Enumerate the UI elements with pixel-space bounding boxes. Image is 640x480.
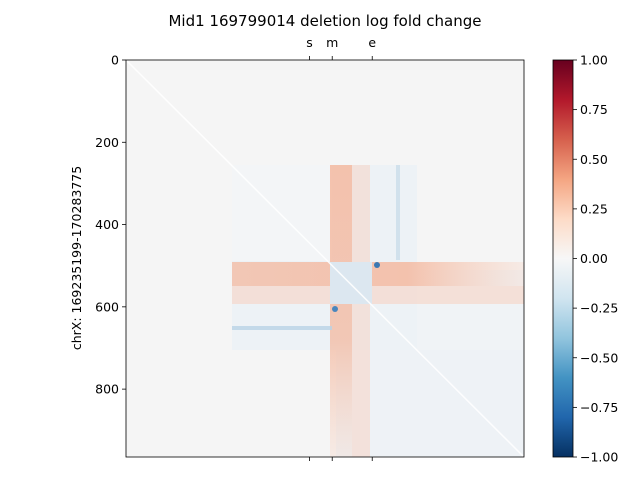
y-tick-label: 600 bbox=[95, 299, 119, 314]
y-tick-label: 400 bbox=[95, 217, 119, 232]
top-tick-label: e bbox=[368, 35, 376, 50]
colorbar-tick-label: 0.50 bbox=[580, 152, 608, 167]
colorbar-gradient bbox=[552, 59, 574, 458]
vertical-stripe bbox=[330, 165, 352, 457]
blue-streak-col bbox=[396, 165, 400, 260]
deletion-window-upper-left bbox=[232, 165, 332, 261]
colorbar-tick-label: 0.00 bbox=[580, 251, 608, 266]
colorbar: 1.00 0.75 0.50 0.25 0.00 −0.25 −0.50 −0.75 −1.00 bbox=[552, 53, 618, 465]
diagonal-line bbox=[126, 60, 524, 457]
bottom-axis bbox=[309, 457, 373, 461]
y-tick-label: 800 bbox=[95, 382, 119, 397]
y-tick-label: 0 bbox=[111, 53, 119, 68]
colorbar-tick-label: −0.25 bbox=[580, 301, 618, 316]
top-tick-label: m bbox=[326, 35, 338, 50]
y-axis-label: chrX: 169235199-170283775 bbox=[69, 166, 84, 350]
colorbar-tick-label: 0.25 bbox=[580, 201, 608, 216]
plot-frame bbox=[125, 59, 525, 458]
heatmap-area bbox=[126, 60, 524, 457]
colorbar-tick-label: 1.00 bbox=[580, 53, 608, 68]
min-value-spot-2 bbox=[332, 306, 338, 312]
colorbar-tick-label: 0.75 bbox=[580, 102, 608, 117]
colorbar-ticks: 1.00 0.75 0.50 0.25 0.00 −0.25 −0.50 −0.75 −1.00 bbox=[573, 53, 618, 465]
intersection-negative bbox=[330, 262, 372, 304]
top-tick-label: s bbox=[306, 35, 313, 50]
min-value-spot bbox=[374, 262, 380, 268]
colorbar-tick-label: −1.00 bbox=[580, 450, 618, 465]
vertical-stripe-secondary bbox=[352, 165, 370, 457]
colorbar-tick-label: −0.50 bbox=[580, 350, 618, 365]
y-tick-label: 200 bbox=[95, 135, 119, 150]
blue-streak-row bbox=[232, 326, 332, 330]
chart-title: Mid1 169799014 deletion log fold change bbox=[168, 12, 481, 30]
y-axis: 0 200 400 600 800 bbox=[95, 53, 126, 397]
horizontal-stripe-secondary bbox=[232, 286, 524, 304]
colorbar-tick-label: −0.75 bbox=[580, 400, 618, 415]
